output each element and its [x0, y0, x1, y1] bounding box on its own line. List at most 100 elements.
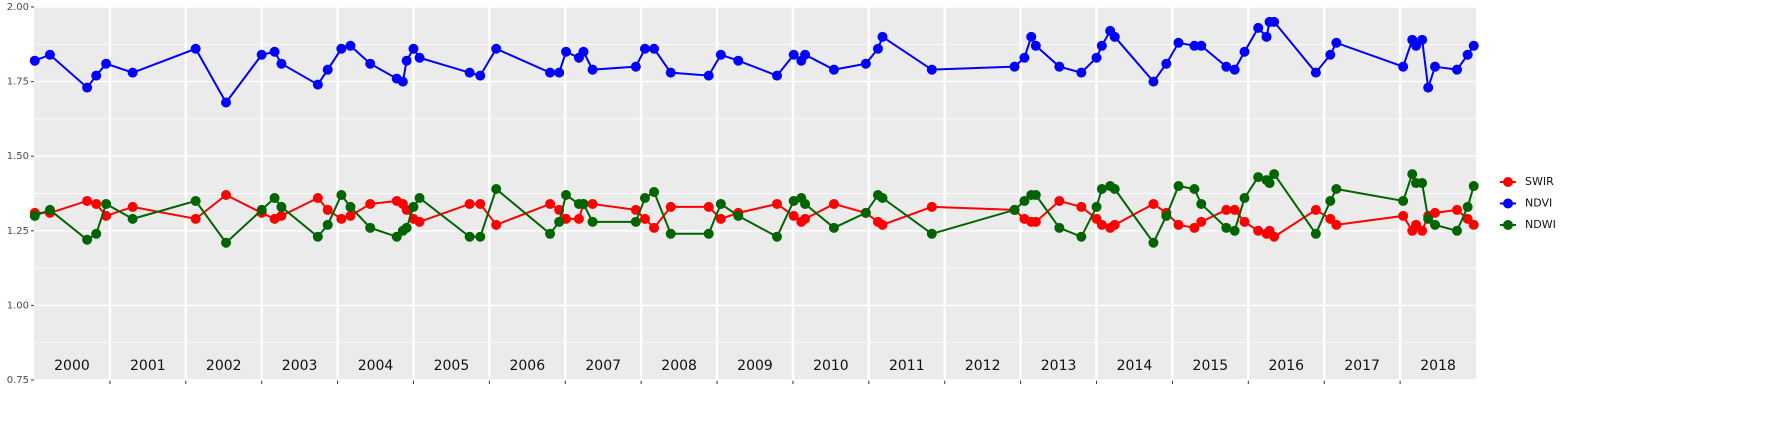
- point: [1269, 16, 1280, 27]
- point: [828, 222, 839, 233]
- point: [639, 43, 650, 54]
- point: [733, 210, 744, 221]
- point: [1076, 201, 1087, 212]
- point: [1091, 52, 1102, 63]
- point: [276, 210, 287, 221]
- point: [221, 189, 232, 200]
- y-tick-label: 0.75: [7, 375, 29, 386]
- point: [1462, 49, 1473, 60]
- point: [91, 198, 102, 209]
- point: [408, 43, 419, 54]
- point: [1173, 37, 1184, 48]
- point: [649, 222, 660, 233]
- point: [1423, 82, 1434, 93]
- x-tick-label: 2012: [965, 358, 1001, 374]
- point: [312, 79, 323, 90]
- point: [587, 198, 598, 209]
- point: [82, 82, 93, 93]
- point: [44, 49, 55, 60]
- point: [1398, 210, 1409, 221]
- point: [322, 64, 333, 75]
- x-tick-label: 2006: [509, 358, 545, 374]
- legend-key-point: [1503, 198, 1513, 209]
- point: [703, 70, 714, 81]
- x-tick-label: 2005: [434, 358, 470, 374]
- point: [1221, 204, 1232, 215]
- point: [665, 201, 676, 212]
- point: [322, 204, 333, 215]
- point: [401, 55, 412, 66]
- point: [1430, 207, 1441, 218]
- point: [1091, 201, 1102, 212]
- point: [312, 192, 323, 203]
- point: [1261, 31, 1272, 42]
- point: [1030, 216, 1041, 227]
- point: [401, 222, 412, 233]
- point: [1196, 40, 1207, 51]
- point: [1417, 178, 1428, 189]
- point: [91, 70, 102, 81]
- point: [414, 52, 425, 63]
- point: [276, 201, 287, 212]
- point: [276, 58, 287, 69]
- point: [1239, 192, 1250, 203]
- point: [630, 216, 641, 227]
- point: [1468, 219, 1479, 230]
- point: [715, 198, 726, 209]
- point: [1468, 40, 1479, 51]
- x-tick-label: 2014: [1117, 358, 1153, 374]
- point: [1417, 225, 1428, 236]
- point: [630, 204, 641, 215]
- point: [1221, 61, 1232, 72]
- point: [1452, 64, 1463, 75]
- y-tick-label: 1.50: [7, 151, 29, 162]
- point: [1310, 67, 1321, 78]
- point: [578, 46, 589, 57]
- point: [414, 192, 425, 203]
- y-tick-label: 1.00: [7, 300, 29, 311]
- point: [345, 201, 356, 212]
- point: [464, 198, 475, 209]
- point: [491, 219, 502, 230]
- point: [1468, 181, 1479, 192]
- point: [1189, 222, 1200, 233]
- point: [1229, 204, 1240, 215]
- x-tick-label: 2010: [813, 358, 849, 374]
- point: [561, 46, 572, 57]
- point: [649, 43, 660, 54]
- point: [408, 201, 419, 212]
- point: [269, 46, 280, 57]
- y-tick-label: 1.75: [7, 77, 29, 88]
- point: [414, 216, 425, 227]
- point: [1310, 204, 1321, 215]
- point: [1239, 46, 1250, 57]
- x-tick-label: 2008: [661, 358, 697, 374]
- point: [1173, 181, 1184, 192]
- point: [345, 40, 356, 51]
- point: [1398, 61, 1409, 72]
- point: [703, 228, 714, 239]
- point: [322, 219, 333, 230]
- x-tick-label: 2004: [358, 358, 394, 374]
- point: [828, 198, 839, 209]
- point: [336, 213, 347, 224]
- point: [44, 204, 55, 215]
- point: [365, 58, 376, 69]
- x-tick-label: 2002: [206, 358, 242, 374]
- point: [860, 58, 871, 69]
- point: [828, 64, 839, 75]
- point: [365, 222, 376, 233]
- point: [630, 61, 641, 72]
- point: [1310, 228, 1321, 239]
- point: [1161, 58, 1172, 69]
- point: [1253, 172, 1264, 183]
- point: [561, 189, 572, 200]
- point: [475, 198, 486, 209]
- point: [1229, 64, 1240, 75]
- point: [639, 213, 650, 224]
- point: [1026, 31, 1037, 42]
- point: [665, 67, 676, 78]
- point: [872, 43, 883, 54]
- point: [475, 231, 486, 242]
- point: [82, 195, 93, 206]
